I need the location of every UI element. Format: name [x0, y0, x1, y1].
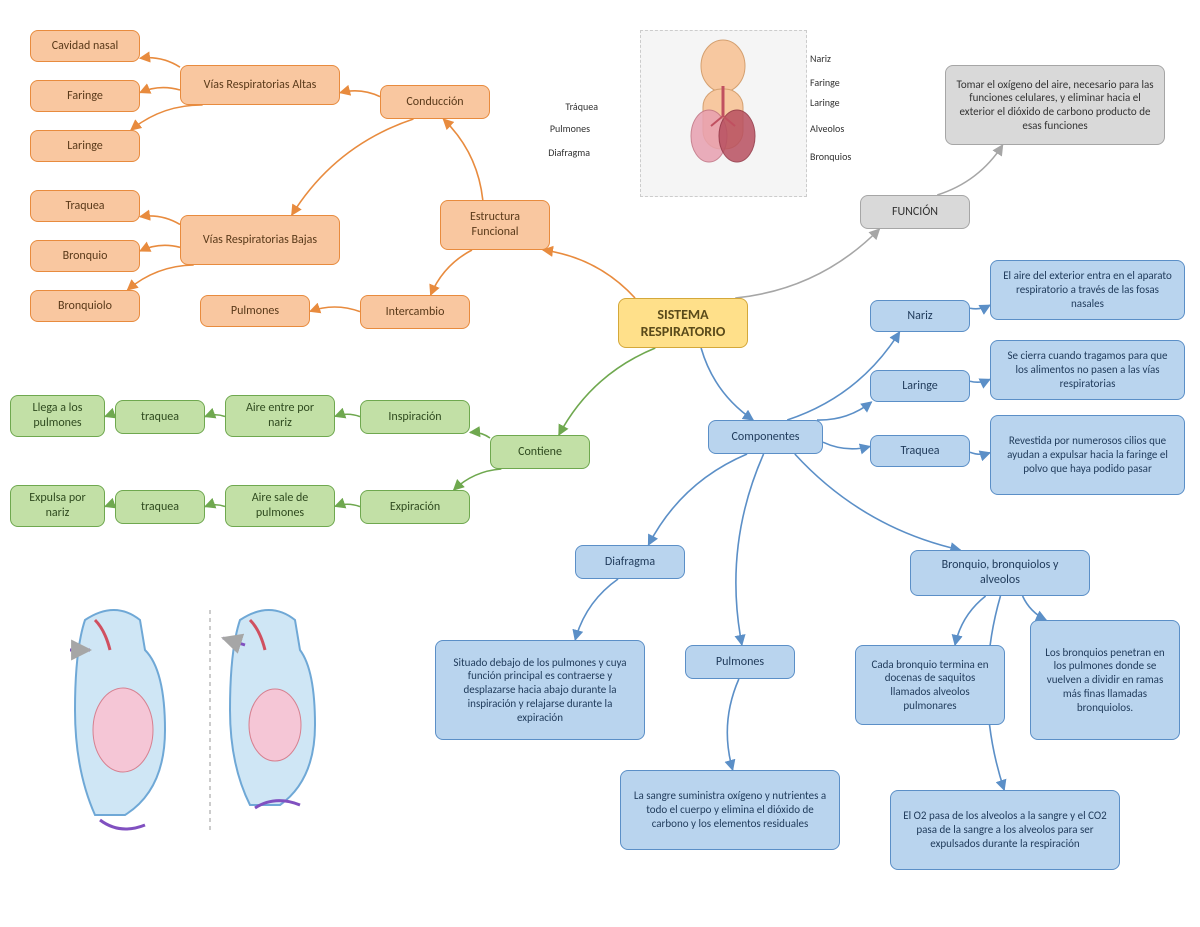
node-contiene: Contiene: [490, 435, 590, 469]
node-traquea_g2: traquea: [115, 490, 205, 524]
edge: [736, 454, 764, 645]
edge: [575, 579, 618, 640]
node-llega_pulm: Llega a los pulmones: [10, 395, 105, 437]
node-alveolos_desc: Cada bronquio termina en docenas de saqu…: [855, 645, 1005, 725]
node-pulmones_o: Pulmones: [200, 295, 310, 327]
anat-label: Alveolos: [810, 122, 844, 135]
node-estructura: Estructura Funcional: [440, 200, 550, 250]
edge: [727, 679, 739, 770]
node-funcion: FUNCIÓN: [860, 195, 970, 229]
edge: [1023, 596, 1047, 620]
node-aire_sale: Aire sale de pulmones: [225, 485, 335, 527]
edge: [140, 58, 180, 67]
edge: [735, 229, 879, 298]
edge: [470, 432, 490, 438]
node-intercambio: Intercambio: [360, 295, 470, 329]
node-laringe_desc: Se cierra cuando tragamos para que los a…: [990, 340, 1185, 400]
node-nariz_desc: El aire del exterior entra en el aparato…: [990, 260, 1185, 320]
anat-label: Bronquios: [810, 150, 851, 163]
node-traquea_b: Traquea: [870, 435, 970, 467]
node-pulmones_b: Pulmones: [685, 645, 795, 679]
node-bronquio_o: Bronquio: [30, 240, 140, 272]
edge: [431, 250, 472, 295]
node-vias_altas: Vías Respiratorias Altas: [180, 65, 340, 105]
node-laringe_o: Laringe: [30, 130, 140, 162]
edge: [205, 415, 225, 417]
anat-label: Pulmones: [540, 122, 590, 135]
anat-label: Laringe: [810, 96, 840, 109]
anatomy-diagram: [640, 30, 807, 197]
edge: [701, 348, 753, 420]
node-inspiracion: Inspiración: [360, 400, 470, 434]
edge: [140, 245, 180, 251]
edge: [795, 454, 961, 550]
node-faringe: Faringe: [30, 80, 140, 112]
edge: [648, 454, 747, 545]
edge: [140, 88, 180, 93]
anat-label: Nariz: [810, 52, 831, 65]
edge: [817, 402, 872, 420]
edge: [955, 596, 986, 645]
node-bronquiolo: Bronquiolo: [30, 290, 140, 322]
anat-label: Tráquea: [548, 100, 598, 113]
edge: [970, 379, 990, 382]
node-traquea_desc: Revestida por numerosos cilios que ayuda…: [990, 415, 1185, 495]
edge: [131, 105, 203, 130]
node-traquea_g1: traquea: [115, 400, 205, 434]
node-bronquio_b: Bronquio, bronquiolos y alveolos: [910, 550, 1090, 596]
node-o2_desc: El O2 pasa de los alveolos a la sangre y…: [890, 790, 1120, 870]
node-conduccion: Conducción: [380, 85, 490, 119]
node-laringe_b: Laringe: [870, 370, 970, 402]
node-diafragma: Diafragma: [575, 545, 685, 579]
edge: [105, 416, 115, 417]
edge: [140, 216, 180, 225]
node-componentes: Componentes: [708, 420, 823, 454]
edge: [292, 119, 414, 215]
node-expiracion: Expiración: [360, 490, 470, 524]
breathing-diagram: [45, 590, 375, 850]
edge: [205, 505, 225, 507]
node-diafragma_desc: Situado debajo de los pulmones y cuya fu…: [435, 640, 645, 740]
node-traquea_o: Traquea: [30, 190, 140, 222]
node-vias_bajas: Vías Respiratorias Bajas: [180, 215, 340, 265]
edge: [937, 145, 1002, 195]
anat-label: Diafragma: [540, 146, 590, 159]
edge: [335, 504, 360, 506]
edge: [443, 119, 483, 200]
edge: [310, 307, 360, 312]
node-cavidad_nasal: Cavidad nasal: [30, 30, 140, 62]
edge: [340, 91, 380, 97]
node-bronquiolos_desc: Los bronquios penetran en los pulmones d…: [1030, 620, 1180, 740]
anat-label: Faringe: [810, 76, 840, 89]
node-funcion_desc: Tomar el oxígeno del aire, necesario par…: [945, 65, 1165, 145]
edge: [543, 250, 635, 298]
edge: [335, 414, 360, 416]
edge: [823, 442, 870, 449]
edge: [105, 506, 115, 507]
node-expulsa: Expulsa por nariz: [10, 485, 105, 527]
node-pulmones_desc: La sangre suministra oxígeno y nutriente…: [620, 770, 840, 850]
node-center: SISTEMA RESPIRATORIO: [618, 298, 748, 348]
edge: [970, 452, 990, 454]
node-nariz: Nariz: [870, 300, 970, 332]
edge: [454, 469, 502, 490]
node-aire_entra: Aire entre por nariz: [225, 395, 335, 437]
edge: [970, 305, 990, 309]
edge: [559, 348, 655, 435]
